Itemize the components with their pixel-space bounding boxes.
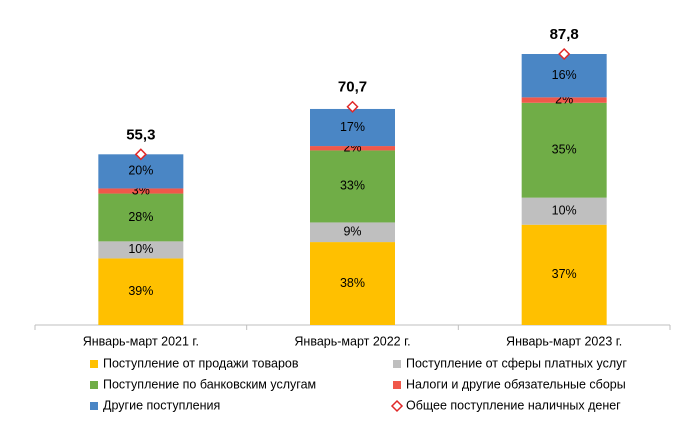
bar-segment (310, 222, 395, 243)
bar-segment (98, 193, 184, 242)
legend-label: Поступление от сферы платных услуг (406, 356, 627, 370)
legend-swatch (90, 381, 98, 389)
legend-label: Налоги и другие обязательные сборы (406, 377, 626, 391)
legend-swatch (393, 360, 401, 368)
bar-segment (98, 188, 184, 194)
data-label: 17% (340, 120, 365, 134)
total-marker (134, 148, 147, 161)
x-tick-label: Январь-март 2023 г. (506, 334, 622, 348)
total-marker (346, 100, 359, 113)
bar-segment (310, 242, 395, 325)
bar-segment (521, 197, 607, 225)
x-tick-label: Январь-март 2022 г. (294, 334, 410, 348)
total-label: 55,3 (126, 126, 155, 143)
legend-marker (390, 399, 404, 413)
bar-segment (310, 146, 395, 151)
data-label: 10% (128, 242, 153, 256)
bar-segment (521, 97, 607, 103)
data-label: 33% (340, 179, 365, 193)
bar-segment (98, 241, 184, 259)
total-marker (558, 47, 571, 61)
data-label: 35% (552, 143, 577, 157)
total-label: 70,7 (338, 79, 367, 96)
bar-segment (521, 224, 607, 325)
data-label: 16% (552, 68, 577, 82)
data-label: 37% (552, 267, 577, 281)
data-label: 38% (340, 276, 365, 290)
data-label: 20% (128, 164, 153, 178)
legend-swatch (90, 402, 98, 410)
legend-swatch (393, 381, 401, 389)
data-label: 9% (343, 225, 361, 239)
data-label: 39% (128, 284, 153, 298)
legend-label: Поступление по банковским услугам (103, 377, 316, 391)
bar-segment (98, 258, 184, 325)
bar-segment (521, 102, 607, 198)
bar-segment (310, 150, 395, 223)
legend-label: Другие поступления (103, 398, 220, 412)
total-label: 87,8 (550, 26, 579, 43)
bar-segment (521, 54, 607, 98)
data-label: 28% (128, 210, 153, 224)
legend-swatch (90, 360, 98, 368)
bar-segment (310, 108, 395, 147)
data-label: 10% (552, 203, 577, 217)
legend-label: Поступление от продажи товаров (103, 356, 299, 370)
x-tick-label: Январь-март 2021 г. (83, 334, 199, 348)
legend-label: Общее поступление наличных денег (406, 398, 621, 412)
